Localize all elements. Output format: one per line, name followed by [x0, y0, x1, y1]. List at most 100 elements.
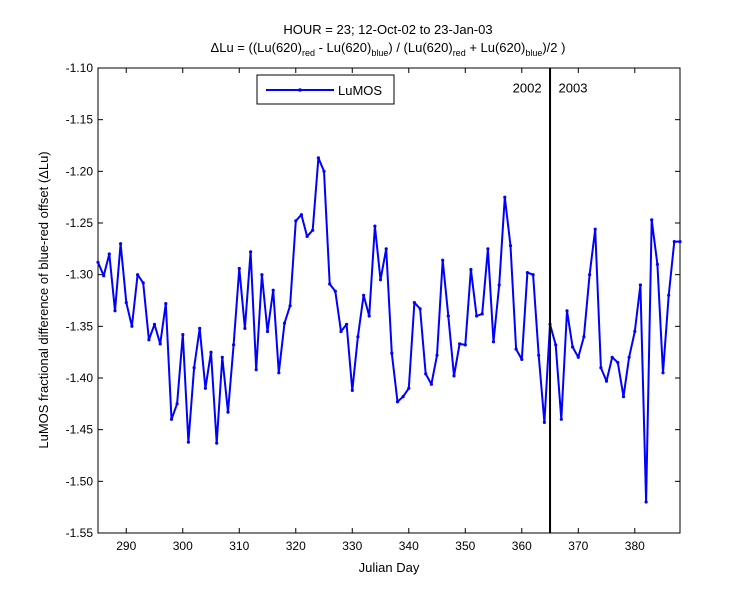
data-point — [356, 335, 360, 339]
x-tick-label: 330 — [342, 539, 362, 553]
legend-marker — [298, 88, 302, 92]
data-point — [672, 240, 676, 244]
data-point — [288, 304, 292, 308]
y-tick-label: -1.30 — [66, 268, 94, 282]
data-point — [424, 372, 428, 376]
y-tick-label: -1.10 — [66, 61, 94, 75]
data-point — [333, 289, 337, 293]
y-tick-label: -1.40 — [66, 371, 94, 385]
data-point — [367, 314, 371, 318]
annotation-layer: 2002 2003 — [513, 68, 587, 533]
data-point — [373, 224, 377, 228]
data-point — [390, 351, 394, 355]
data-point — [599, 366, 603, 370]
data-point — [480, 312, 484, 316]
data-point — [554, 343, 558, 347]
data-point — [277, 371, 281, 375]
data-point — [124, 301, 128, 305]
data-point — [232, 343, 236, 347]
data-point — [486, 247, 490, 251]
series-layer — [96, 156, 682, 504]
data-point — [593, 227, 597, 231]
data-point — [407, 386, 411, 390]
data-point — [175, 402, 179, 406]
data-point — [571, 345, 575, 349]
data-point — [220, 355, 224, 359]
data-point — [655, 262, 660, 266]
data-point — [633, 329, 637, 334]
data-point — [452, 374, 456, 378]
data-point — [616, 360, 620, 365]
data-point — [667, 293, 671, 297]
x-tick-label: 380 — [625, 539, 645, 553]
data-point — [316, 156, 320, 160]
x-axis-label: Julian Day — [359, 560, 420, 575]
data-point — [378, 278, 383, 282]
data-point — [186, 440, 190, 444]
chart-title: HOUR = 23; 12-Oct-02 to 23-Jan-03 — [283, 22, 492, 37]
data-point — [565, 309, 569, 313]
y-tick-label: -1.55 — [66, 526, 94, 540]
x-tick-label: 320 — [286, 539, 306, 553]
legend: LuMOS — [256, 74, 395, 105]
data-point — [610, 355, 614, 359]
data-point — [322, 169, 326, 173]
data-point — [311, 228, 315, 232]
data-point — [271, 288, 275, 292]
data-point — [627, 355, 631, 359]
data-point — [215, 441, 219, 445]
data-point — [463, 343, 467, 347]
data-point — [644, 500, 648, 504]
data-point — [164, 302, 168, 306]
data-point — [203, 386, 207, 390]
x-tick-label: 290 — [116, 539, 136, 553]
data-point — [441, 258, 445, 262]
data-point — [401, 395, 405, 399]
data-point — [237, 266, 241, 271]
data-point — [198, 326, 202, 330]
data-point — [130, 324, 134, 328]
data-point — [384, 247, 388, 251]
data-point — [520, 357, 524, 361]
x-tick-label: 340 — [399, 539, 419, 553]
data-point — [429, 382, 433, 386]
chart-subtitle: ΔLu = ((Lu(620)red - Lu(620)blue) / (Lu(… — [211, 40, 566, 58]
legend-label: LuMOS — [338, 83, 382, 98]
data-point — [147, 338, 151, 342]
data-point — [678, 240, 682, 244]
data-point — [475, 314, 479, 318]
data-point — [158, 342, 162, 346]
data-point — [181, 333, 185, 337]
data-point — [254, 368, 258, 372]
data-point — [107, 252, 111, 256]
data-point — [260, 273, 264, 277]
data-point — [446, 314, 450, 318]
data-point — [345, 322, 349, 326]
data-point — [305, 234, 309, 238]
axis-ticks: 290 300 310 320 330 340 350 360 370 380 -1.10 -1.15… — [66, 61, 680, 553]
data-point — [621, 395, 626, 399]
data-point — [531, 273, 535, 277]
data-point — [141, 281, 145, 285]
data-point — [582, 335, 586, 339]
data-point — [525, 271, 530, 275]
y-tick-label: -1.20 — [66, 164, 94, 178]
y-tick-label: -1.50 — [66, 474, 94, 488]
x-tick-label: 310 — [229, 539, 249, 553]
data-point — [497, 283, 501, 287]
data-point — [412, 301, 416, 305]
data-point — [638, 283, 643, 287]
data-point — [458, 342, 462, 346]
data-point — [514, 347, 518, 351]
data-point — [508, 244, 513, 248]
data-point — [435, 353, 439, 357]
data-point — [169, 417, 174, 421]
data-point — [350, 388, 354, 392]
series-line-lumos — [97, 156, 680, 503]
data-point — [96, 260, 100, 264]
x-tick-label: 370 — [568, 539, 588, 553]
data-point — [588, 273, 592, 277]
x-tick-label: 350 — [455, 539, 475, 553]
data-point — [576, 355, 580, 359]
data-point — [136, 273, 140, 277]
